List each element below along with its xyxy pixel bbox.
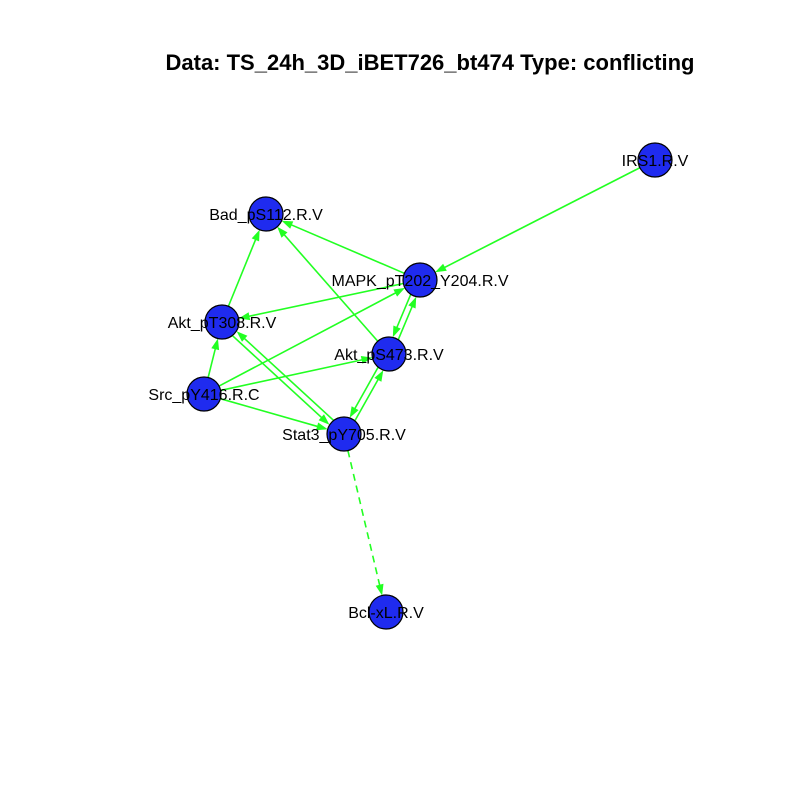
arrowhead-src-to-mapk <box>393 287 405 297</box>
arrowhead-aktt-to-bad <box>251 229 260 242</box>
node-label: Bcl-xL.R.V <box>348 605 424 622</box>
edge-mapk-to-bad <box>286 222 405 275</box>
edge-aktt-to-bad <box>227 234 259 307</box>
node-circle <box>368 594 404 630</box>
arrowhead-src-to-akts <box>360 356 373 364</box>
node-label: Stat3_pY705.R.V <box>282 427 406 444</box>
node-label: Akt_pT308.R.V <box>168 315 277 332</box>
arrowhead-akts-to-stat3 <box>349 406 359 418</box>
arrowhead-stat3-to-bcl <box>375 583 384 596</box>
node-circle <box>248 196 284 232</box>
node-circle <box>326 416 362 452</box>
edge-mapk-to-aktt <box>244 282 404 319</box>
edge-akts-to-mapk <box>397 302 415 340</box>
nodes-layer: IRS1.R.V Bad_pS112.R.V MAPK_pT202_Y204.R.V… <box>148 142 689 630</box>
arrowhead-akts-to-bad <box>277 226 288 238</box>
node-circle <box>371 336 407 372</box>
arrowhead-mapk-to-aktt <box>238 312 251 321</box>
node-bad: Bad_pS112.R.V <box>209 196 323 232</box>
node-circle <box>204 304 240 340</box>
edge-mapk-to-akts <box>394 294 412 332</box>
node-label: MAPK_pT202_Y204.R.V <box>332 273 509 290</box>
arrowhead-akts-to-mapk <box>408 296 417 309</box>
edge-src-to-mapk <box>218 290 401 387</box>
node-circle <box>402 262 438 298</box>
edge-src-to-akts <box>220 358 367 392</box>
node-bcl: Bcl-xL.R.V <box>348 594 424 630</box>
node-label: IRS1.R.V <box>622 153 689 170</box>
edge-akts-to-bad <box>280 230 379 342</box>
node-src: Src_pY416.R.C <box>148 376 260 412</box>
arrowhead-stat3-to-akts <box>374 370 384 382</box>
edge-stat3-to-aktt <box>240 334 335 421</box>
node-irs1: IRS1.R.V <box>622 142 689 178</box>
node-stat3: Stat3_pY705.R.V <box>282 416 406 452</box>
edge-akts-to-stat3 <box>351 366 379 413</box>
arrowhead-aktt-to-stat3 <box>318 414 330 425</box>
node-aktt: Akt_pT308.R.V <box>168 304 277 340</box>
edge-stat3-to-akts <box>354 375 382 422</box>
diagram-title: Data: TS_24h_3D_iBET726_bt474 Type: conf… <box>166 50 695 75</box>
node-label: Akt_pS473.R.V <box>334 347 444 364</box>
edges-layer <box>207 167 641 596</box>
arrowhead-irs1-to-mapk <box>435 263 447 273</box>
node-label: Bad_pS112.R.V <box>209 207 323 224</box>
node-circle <box>637 142 673 178</box>
node-label: Src_pY416.R.C <box>148 387 259 404</box>
arrowhead-src-to-stat3 <box>316 422 328 431</box>
arrowhead-src-to-aktt <box>211 338 220 351</box>
node-circle <box>186 376 222 412</box>
node-akts: Akt_pS473.R.V <box>334 336 444 372</box>
edge-src-to-aktt <box>207 344 218 378</box>
node-mapk: MAPK_pT202_Y204.R.V <box>332 262 509 298</box>
edge-src-to-stat3 <box>220 397 323 429</box>
arrowhead-mapk-to-bad <box>281 220 294 229</box>
edge-irs1-to-mapk <box>440 167 641 271</box>
arrowhead-mapk-to-akts <box>392 325 401 338</box>
arrowhead-stat3-to-aktt <box>236 331 248 342</box>
